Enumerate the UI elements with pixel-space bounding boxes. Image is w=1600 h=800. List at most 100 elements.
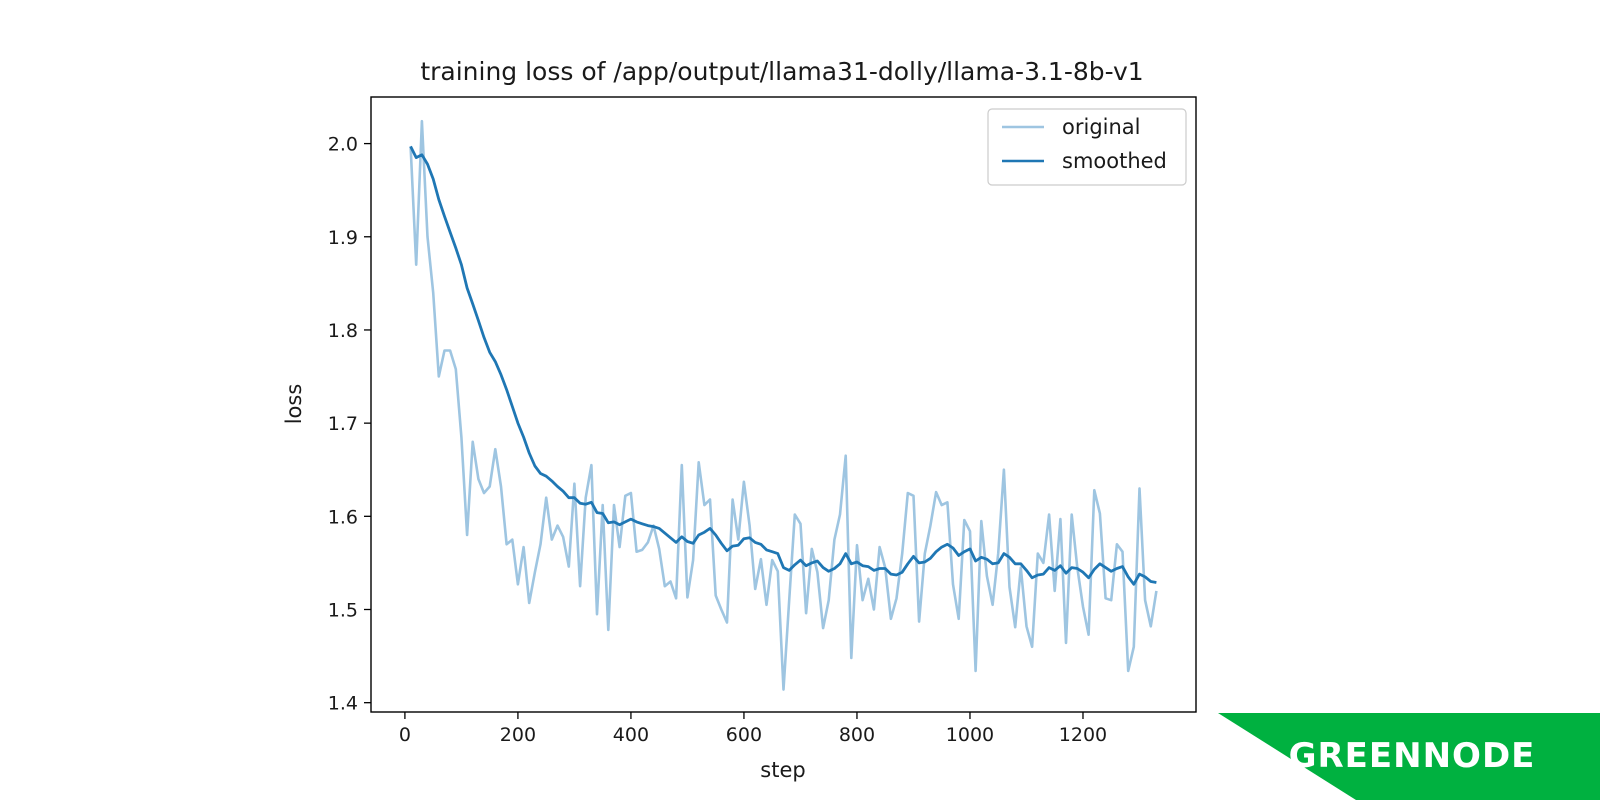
data-point-smoothed [958,554,960,556]
data-point-original [765,604,767,606]
data-point-original [517,583,519,585]
data-point-original [522,546,524,548]
plot-area: 0 200 400 600 800 1000 1200 1.4 1.5 1.6 1.7 1.8 1.9… [328,96,1197,746]
chart-title: training loss of /app/output/llama31-dol… [420,57,1143,86]
data-point-original [737,538,739,540]
y-tick-label: 1.8 [328,320,358,342]
data-point-smoothed [811,562,813,564]
data-point-original [1059,518,1061,520]
y-tick-label: 1.6 [328,506,358,528]
data-point-smoothed [997,562,999,564]
data-point-original [1116,543,1118,545]
data-point-smoothed [907,563,909,565]
data-point-smoothed [1155,581,1157,583]
data-point-smoothed [816,560,818,562]
data-point-smoothed [731,545,733,547]
data-point-smoothed [782,566,784,568]
data-point-original [489,485,491,487]
data-point-smoothed [1076,567,1078,569]
data-point-smoothed [912,555,914,557]
data-point-smoothed [890,573,892,575]
data-point-original [788,599,790,601]
data-point-original [669,580,671,582]
data-point-original [754,588,756,590]
data-point-smoothed [602,512,604,514]
x-tick-label: 200 [500,724,536,746]
data-point-original [607,629,609,631]
data-point-smoothed [613,521,615,523]
data-point-smoothed [511,405,513,407]
data-point-original [777,570,779,572]
data-point-original [850,657,852,659]
data-point-smoothed [946,543,948,545]
data-point-smoothed [449,231,451,233]
data-point-smoothed [1087,577,1089,579]
data-point-smoothed [590,501,592,503]
data-point-original [845,455,847,457]
data-point-smoothed [1003,552,1005,554]
data-point-smoothed [409,145,411,147]
data-point-smoothed [415,156,417,158]
data-point-original [1121,551,1123,553]
series-line-smoothed [409,145,1157,586]
data-point-smoothed [805,565,807,567]
y-axis-label: loss [282,384,306,425]
data-point-original [664,585,666,587]
data-point-original [647,541,649,543]
data-point-smoothed [1104,566,1106,568]
data-point-original [466,534,468,536]
data-point-smoothed [828,570,830,572]
data-point-smoothed [426,163,428,165]
data-point-smoothed [494,360,496,362]
data-point-original [1071,513,1073,515]
data-point-original [432,292,434,294]
data-point-original [426,236,428,238]
data-point-smoothed [556,485,558,487]
data-point-smoothed [1025,569,1027,571]
data-point-original [472,441,474,443]
data-point-original [771,559,773,561]
y-tick-label: 1.5 [328,600,358,622]
data-point-smoothed [539,472,541,474]
series-smoothed [409,145,1157,586]
data-point-original [709,498,711,500]
data-point-original [805,612,807,614]
legend: original smoothed [987,108,1187,186]
data-point-original [579,585,581,587]
data-point-smoothed [1065,572,1067,574]
data-point-original [455,368,457,370]
data-point-smoothed [466,287,468,289]
data-point-smoothed [760,543,762,545]
data-point-smoothed [669,537,671,539]
data-point-original [483,492,485,494]
data-point-smoothed [1133,583,1135,585]
data-point-smoothed [1150,580,1152,582]
data-point-original [477,478,479,480]
data-point-smoothed [845,552,847,554]
data-point-smoothed [618,524,620,526]
data-point-smoothed [460,264,462,266]
data-point-smoothed [1121,565,1123,567]
data-point-original [907,492,909,494]
data-point-smoothed [709,527,711,529]
data-point-smoothed [489,351,491,353]
data-point-original [602,504,604,506]
data-point-original [500,485,502,487]
data-point-original [1048,513,1050,515]
data-point-original [912,495,914,497]
y-tick-label: 1.4 [328,693,358,715]
data-point-original [731,498,733,500]
data-point-original [443,349,445,351]
data-point-original [997,552,999,554]
data-point-original [658,548,660,550]
data-point-smoothed [517,422,519,424]
data-point-original [511,538,513,540]
y-tick-label: 1.9 [328,227,358,249]
data-point-original [573,483,575,485]
data-point-smoothed [935,551,937,553]
x-tick-label: 0 [399,724,411,746]
data-point-smoothed [534,465,536,467]
data-point-original [596,613,598,615]
data-point-smoothed [545,475,547,477]
x-tick-label: 1000 [946,724,994,746]
